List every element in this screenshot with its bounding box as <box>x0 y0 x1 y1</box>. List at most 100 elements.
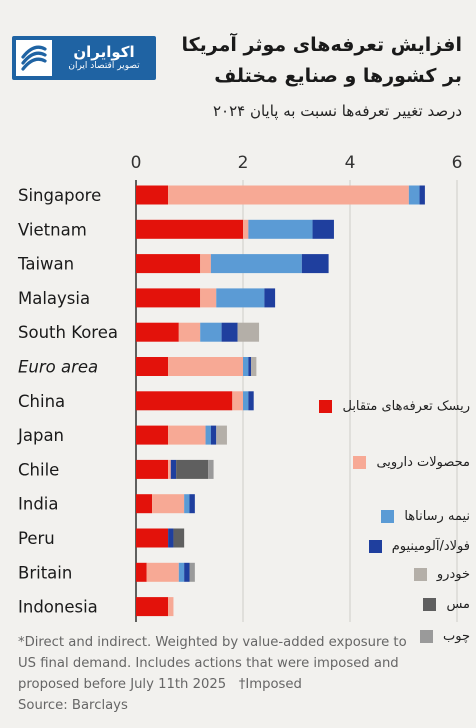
legend-label: فولاد/آلومینیوم <box>391 538 470 554</box>
bar-segment-reciprocal <box>136 562 147 582</box>
bar-segment-semis <box>216 288 265 308</box>
bar-segment-steel_aluminium <box>170 459 177 479</box>
x-tick-label: 0 <box>131 153 142 173</box>
bar-segment-autos <box>216 425 227 445</box>
title-line-2: بر کشورها و صنایع مختلف <box>214 65 462 87</box>
legend-swatch <box>319 399 333 413</box>
bar-segment-semis <box>408 185 420 205</box>
bar-segment-steel_aluminium <box>419 185 425 205</box>
legend-swatch <box>353 455 367 469</box>
bar-segment-steel_aluminium <box>264 288 276 308</box>
bar-segment-pharma <box>200 254 211 274</box>
bar-segment-reciprocal <box>136 185 169 205</box>
x-tick-label: 2 <box>238 153 249 173</box>
legend-item-pharma: محصولات دارویی <box>300 452 470 472</box>
legend-item-copper: مس <box>300 594 470 614</box>
category-label: India <box>18 495 59 514</box>
chart-legend: ریسک تعرفه‌های متقابل محصولات دارویی نیمه … <box>300 396 470 644</box>
bar-segment-pharma <box>168 357 243 376</box>
legend-swatch <box>413 567 427 581</box>
footnote-line-1: *Direct and indirect. Weighted by value-… <box>18 635 407 650</box>
legend-swatch <box>423 597 437 611</box>
bar-segment-pharma <box>243 219 249 239</box>
bar-segment-pharma <box>168 185 409 205</box>
legend-swatch <box>420 629 433 643</box>
bar-segment-semis <box>178 562 185 582</box>
bar-segment-reciprocal <box>136 254 201 274</box>
bar-segment-reciprocal <box>136 425 169 445</box>
bar-segment-steel_aluminium <box>210 425 217 445</box>
logo-mark-icon <box>16 40 52 76</box>
bar-segment-steel_aluminium <box>248 391 254 411</box>
category-label: Japan <box>17 426 64 445</box>
bar-segment-steel_aluminium <box>168 528 174 548</box>
bar-segment-semis <box>243 357 249 376</box>
legend-label: نیمه رساناها <box>404 508 470 524</box>
x-tick-label: 6 <box>452 153 463 173</box>
category-label: Vietnam <box>18 220 87 239</box>
footnote-line-3-text: proposed before July 11th 2025 <box>18 677 227 692</box>
bar-segment-steel_aluminium <box>312 219 334 239</box>
chart-title: افزایش تعرفه‌های موثر آمریکا بر کشورها و… <box>152 30 462 92</box>
category-label: China <box>18 392 65 411</box>
legend-item-semis: نیمه رساناها <box>300 506 470 526</box>
logo-name: اکوایران <box>73 43 135 62</box>
footnote-source: Source: Barclays <box>18 698 128 713</box>
bar-segment-semis <box>200 322 222 342</box>
legend-label: مس <box>446 596 470 612</box>
category-label: South Korea <box>18 323 118 342</box>
bar-segment-steel_aluminium <box>184 562 190 582</box>
ecoiran-logo: اکوایران تصویر اقتصاد ایران <box>12 36 156 80</box>
bar-segment-steel_aluminium <box>221 322 238 342</box>
legend-swatch <box>368 539 382 553</box>
legend-swatch <box>381 509 395 523</box>
category-label: Malaysia <box>18 289 90 308</box>
legend-item-steel_aluminium: فولاد/آلومینیوم <box>300 536 470 556</box>
bar-segment-pharma <box>168 459 171 479</box>
bar-segment-reciprocal <box>136 288 201 308</box>
bar-segment-pharma <box>178 322 201 342</box>
bar-segment-reciprocal <box>136 391 233 411</box>
bar-segment-autos <box>237 322 260 342</box>
title-line-1: افزایش تعرفه‌های موثر آمریکا <box>181 34 462 56</box>
bar-segment-reciprocal <box>136 528 169 548</box>
bar-segment-reciprocal <box>136 597 169 617</box>
bar-segment-pharma <box>168 425 206 445</box>
bar-segment-lumber <box>189 562 195 582</box>
footnote: *Direct and indirect. Weighted by value-… <box>18 632 468 716</box>
logo-text: اکوایران تصویر اقتصاد ایران <box>52 43 156 72</box>
legend-item-reciprocal: ریسک تعرفه‌های متقابل <box>300 396 470 416</box>
category-label: Singapore <box>18 186 101 205</box>
bar-segment-steel_aluminium <box>189 494 195 514</box>
bar-segment-steel_aluminium <box>248 357 252 376</box>
category-label: Taiwan <box>17 255 74 274</box>
x-tick-label: 4 <box>345 153 356 173</box>
bar-segment-pharma <box>152 494 185 514</box>
bar-segment-pharma <box>200 288 217 308</box>
bar-segment-semis <box>184 494 190 514</box>
legend-item-autos: خودرو <box>300 564 470 584</box>
legend-label: ریسک تعرفه‌های متقابل <box>342 398 470 414</box>
bar-segment-lumber <box>208 459 214 479</box>
legend-label: خودرو <box>436 566 470 582</box>
bar-segment-reciprocal <box>136 494 153 514</box>
bar-segment-copper <box>176 459 209 479</box>
bar-segment-reciprocal <box>136 322 179 342</box>
bar-segment-reciprocal <box>136 357 169 376</box>
bar-segment-reciprocal <box>136 459 169 479</box>
bar-segment-semis <box>248 219 313 239</box>
bar-segment-semis <box>243 391 249 411</box>
bar-segment-pharma <box>232 391 243 411</box>
bar-segment-pharma <box>146 562 179 582</box>
footnote-line-2: US final demand. Includes actions that w… <box>18 656 399 671</box>
category-label: Peru <box>18 529 55 548</box>
chart-subtitle: درصد تغییر تعرفه‌ها نسبت به پایان ۲۰۲۴ <box>212 102 462 120</box>
category-label: Euro area <box>18 358 98 377</box>
bar-segment-reciprocal <box>136 219 243 239</box>
legend-label: محصولات دارویی <box>376 454 470 470</box>
bar-segment-autos <box>251 357 257 376</box>
footnote-imposed-note: †Imposed <box>238 677 302 692</box>
bar-segment-copper <box>173 528 185 548</box>
bar-segment-semis <box>205 425 211 445</box>
stacked-bar-chart: 0 2 4 6 Singapore Vietnam Taiwan Malaysia South … <box>17 153 463 622</box>
